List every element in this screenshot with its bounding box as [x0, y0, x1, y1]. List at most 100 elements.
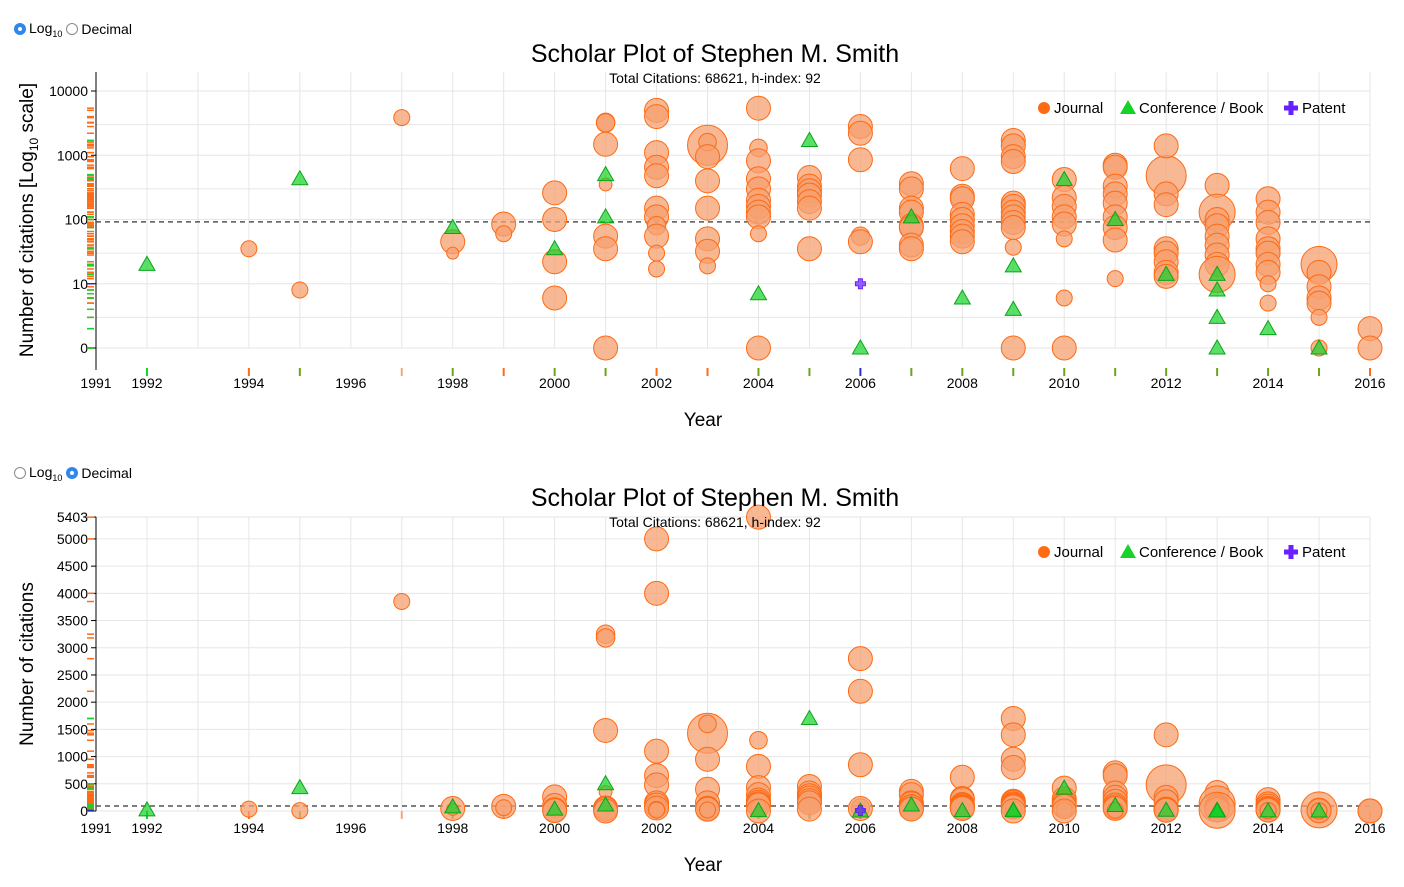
conference-point	[1259, 319, 1277, 336]
journal-point	[1000, 148, 1026, 174]
x-axis-label: Year	[684, 410, 723, 431]
journal-point	[847, 646, 873, 672]
conference-point	[1004, 300, 1023, 316]
conference-point	[596, 165, 615, 182]
conference-point	[545, 800, 564, 816]
y-tick-label: 10000	[49, 83, 88, 99]
conference-point	[1310, 338, 1328, 355]
conference-point	[443, 218, 462, 235]
journal-point	[847, 147, 873, 173]
chart-subtitle: Total Citations: 68621, h-index: 92	[609, 514, 821, 530]
legend-journal-label: Journal	[1054, 544, 1103, 561]
journal-point	[291, 281, 309, 299]
x-tick-label: 2016	[1354, 375, 1385, 391]
conference-point	[545, 239, 564, 256]
x-tick-label: 2004	[743, 820, 774, 836]
conference-point	[290, 778, 309, 795]
x-tick-label: 2010	[1049, 375, 1080, 391]
x-tick-label: 1996	[335, 820, 366, 836]
legend-patent-label: Patent	[1302, 544, 1346, 561]
legend-conference-label: Conference / Book	[1139, 100, 1264, 117]
x-tick-label: 2000	[539, 820, 570, 836]
journal-point	[648, 801, 666, 819]
legend-patent-label: Patent	[1302, 100, 1346, 117]
conference-point	[953, 288, 972, 305]
journal-point	[446, 246, 460, 260]
x-tick-label: 2006	[845, 820, 876, 836]
log-option-label: Log10	[29, 463, 63, 483]
journal-point	[393, 109, 411, 127]
conference-point	[1259, 801, 1277, 818]
log-radio[interactable]	[14, 23, 26, 35]
y-tick-label: 1000	[57, 147, 88, 163]
journal-point	[898, 236, 924, 262]
journal-point	[796, 236, 822, 262]
journal-point	[847, 752, 873, 778]
y-tick-label: 2000	[57, 694, 88, 710]
journal-point	[1153, 192, 1179, 218]
patent-point	[854, 804, 866, 816]
y-tick-label: 500	[65, 776, 89, 792]
legend-journal-marker	[1038, 546, 1050, 558]
log-scatter-chart: 0 10 100 1000 10000 1991 1992 1994 1996 1998 2000 2…	[17, 40, 1386, 431]
y-tick-label: 0	[80, 340, 88, 356]
conference-point	[1208, 265, 1226, 281]
x-tick-label: 2000	[539, 375, 570, 391]
log-option[interactable]: Log10	[14, 463, 63, 483]
decimal-radio[interactable]	[66, 467, 79, 479]
y-tick-label: 100	[65, 212, 89, 228]
conference-point	[596, 796, 615, 812]
conference-point	[851, 338, 870, 355]
legend-patent-marker	[1284, 545, 1298, 559]
journal-point	[949, 156, 975, 182]
y-axis-label: Number of citations	[17, 582, 38, 746]
journal-point	[1357, 335, 1383, 361]
decimal-option[interactable]: Decimal	[66, 465, 132, 481]
log-radio[interactable]	[14, 467, 26, 479]
journal-point	[1051, 335, 1077, 361]
x-tick-label: 2016	[1354, 820, 1385, 836]
log-option[interactable]: Log10	[14, 19, 63, 39]
journal-point	[1051, 798, 1077, 824]
x-tick-label: 2008	[947, 820, 978, 836]
y-tick-label: 1000	[57, 749, 88, 765]
journal-point	[644, 163, 670, 189]
decimal-option-label: Decimal	[81, 465, 132, 481]
log-option-label: Log10	[29, 19, 63, 39]
conference-point	[1208, 338, 1226, 355]
journal-point	[595, 113, 616, 133]
conference-point	[749, 801, 768, 818]
decimal-option[interactable]: Decimal	[66, 21, 132, 37]
conference-point	[443, 797, 462, 814]
x-tick-label: 2002	[641, 375, 672, 391]
decimal-option-label: Decimal	[81, 21, 132, 37]
journal-point	[1310, 308, 1328, 326]
journal-point	[495, 225, 513, 243]
journal-point	[644, 104, 670, 130]
decimal-radio[interactable]	[66, 23, 79, 35]
conference-point	[596, 207, 615, 224]
journal-point	[495, 799, 513, 817]
decimal-scale-panel: Log10 Decimal 0 500 1000 1500 2000 2500 3000 35…	[0, 444, 1404, 887]
conference-point	[1106, 796, 1125, 813]
conference-point	[596, 774, 615, 791]
chart-title: Scholar Plot of Stephen M. Smith	[531, 484, 899, 512]
conference-point	[1208, 280, 1226, 297]
conference-point	[1004, 256, 1023, 273]
journal-point	[593, 717, 619, 743]
journal-point	[1004, 238, 1022, 256]
journal-point	[1055, 230, 1073, 248]
x-tick-label: 1992	[131, 375, 162, 391]
x-tick-label: 1994	[233, 375, 264, 391]
journal-point	[1259, 294, 1277, 312]
y-tick-label: 5000	[57, 531, 88, 547]
journal-point	[699, 801, 717, 819]
decimal-scatter-chart: 0 500 1000 1500 2000 2500 3000 3500 4000 4500 5000…	[17, 484, 1386, 876]
y-tick-label: 2500	[57, 667, 88, 683]
journal-point	[1357, 798, 1383, 824]
conference-point	[1157, 801, 1176, 817]
journal-point	[745, 753, 771, 779]
x-tick-label: 1998	[437, 820, 468, 836]
conference-point	[138, 800, 156, 817]
journal-point	[644, 738, 670, 764]
